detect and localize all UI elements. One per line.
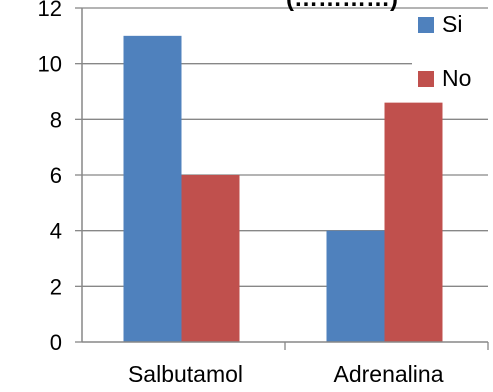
y-tick-label: 0 <box>50 330 62 355</box>
x-category-label: Adrenalina <box>334 361 444 387</box>
y-tick-label: 6 <box>50 163 62 188</box>
bar-si-salbutamol <box>123 35 182 342</box>
legend-label-si: Si <box>442 11 462 37</box>
bar-si-adrenalina <box>326 230 385 342</box>
legend-label-no: No <box>442 65 471 91</box>
legend-swatch-no <box>418 71 434 87</box>
bar-no-adrenalina <box>384 102 443 342</box>
y-tick-label: 8 <box>50 107 62 132</box>
y-tick-label: 10 <box>38 52 62 77</box>
y-tick-label: 2 <box>50 274 62 299</box>
y-tick-label: 4 <box>50 219 62 244</box>
chart-title-fragment: (…………) <box>286 0 398 12</box>
legend-swatch-si <box>418 17 434 33</box>
y-tick-label: 12 <box>38 0 62 21</box>
x-category-label: Salbutamol <box>128 361 243 387</box>
bar-no-salbutamol <box>181 175 240 342</box>
